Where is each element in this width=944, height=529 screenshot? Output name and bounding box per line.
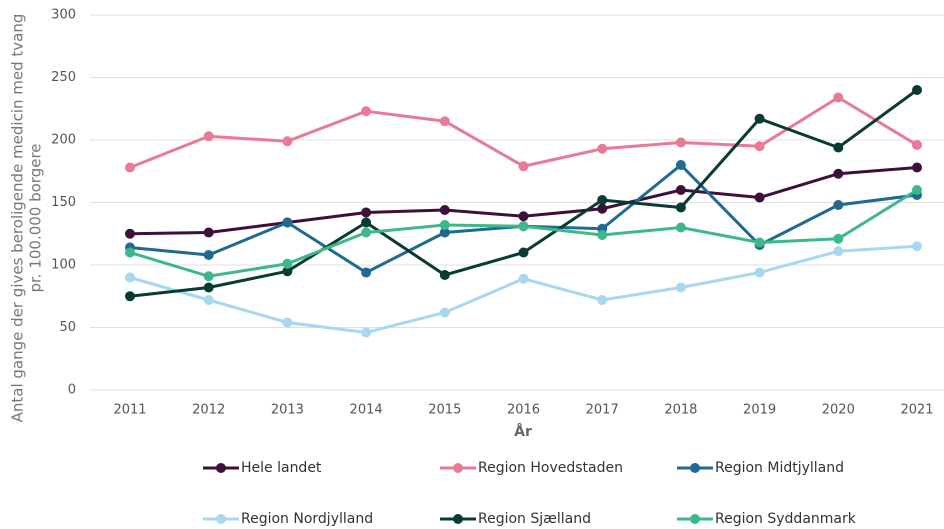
data-point (282, 258, 293, 269)
legend-label: Region Midtjylland (715, 460, 844, 476)
data-point (518, 211, 529, 222)
data-point (754, 267, 765, 278)
data-point (833, 92, 844, 103)
data-point (518, 221, 529, 232)
y-tick-label: 0 (68, 383, 76, 398)
x-tick-label: 2016 (507, 403, 540, 418)
data-point (754, 141, 765, 152)
data-point (361, 217, 372, 228)
x-tick-label: 2018 (664, 403, 697, 418)
x-tick-label: 2021 (900, 403, 933, 418)
legend-label: Region Nordjylland (241, 511, 373, 527)
data-point (361, 267, 372, 278)
y-tick-label: 300 (51, 8, 76, 23)
y-tick-label: 50 (59, 320, 76, 335)
x-tick-label: 2019 (743, 403, 776, 418)
x-tick-label: 2014 (350, 403, 383, 418)
data-point (203, 295, 214, 305)
data-point (282, 217, 293, 228)
data-point (675, 282, 686, 293)
y-tick-label: 250 (51, 70, 76, 85)
data-point (361, 207, 372, 218)
x-tick-label: 2017 (586, 403, 619, 418)
data-point (125, 291, 135, 302)
data-point (203, 227, 214, 238)
legend-marker (690, 514, 700, 524)
data-point (439, 220, 450, 230)
legend-marker (216, 463, 226, 473)
data-point (125, 272, 135, 283)
legend-label: Region Sjælland (478, 511, 591, 527)
data-point (203, 282, 214, 293)
data-point (125, 247, 135, 258)
y-axis-label: pr. 100.000 borgere (27, 143, 45, 292)
legend-marker (690, 463, 700, 473)
y-tick-label: 100 (51, 258, 76, 273)
series-line (129, 244, 918, 335)
data-point (675, 185, 686, 195)
data-point (518, 161, 529, 172)
legend-label: Region Hovedstaden (478, 460, 623, 476)
legend-marker (453, 514, 463, 524)
data-point (597, 203, 608, 214)
data-point (597, 230, 608, 240)
x-tick-label: 2012 (192, 403, 225, 418)
data-point (125, 228, 135, 239)
data-point (912, 140, 922, 150)
data-point (282, 317, 293, 328)
data-point (439, 270, 450, 280)
data-point (833, 233, 844, 244)
data-point (439, 307, 450, 318)
data-point (912, 85, 922, 95)
data-point (203, 131, 214, 142)
data-point (912, 241, 922, 252)
x-tick-label: 2011 (113, 403, 146, 418)
data-point (597, 143, 608, 154)
data-point (518, 273, 529, 284)
data-point (833, 142, 844, 153)
data-point (361, 106, 372, 117)
data-point (439, 227, 450, 238)
data-point (282, 136, 293, 147)
y-tick-label: 150 (51, 195, 76, 210)
legend-label: Region Syddanmark (715, 511, 857, 527)
data-point (833, 200, 844, 210)
legend-marker (216, 514, 226, 524)
data-point (675, 160, 686, 170)
y-axis-label: Antal gange der gives beroligende medici… (9, 14, 27, 423)
legend-marker (453, 463, 463, 473)
data-point (361, 227, 372, 238)
data-point (833, 246, 844, 257)
data-point (675, 202, 686, 213)
data-point (282, 266, 293, 277)
y-tick-label: 200 (51, 133, 76, 148)
data-point (912, 185, 922, 195)
x-axis-label: År (514, 423, 532, 440)
data-point (361, 327, 372, 338)
data-point (833, 168, 844, 179)
data-point (912, 162, 922, 173)
data-point (675, 137, 686, 148)
data-point (203, 271, 214, 282)
data-point (675, 222, 686, 233)
data-point (597, 195, 608, 205)
x-tick-label: 2020 (822, 403, 855, 418)
x-tick-label: 2015 (428, 403, 461, 418)
data-point (125, 162, 135, 173)
data-point (754, 113, 765, 124)
data-point (518, 247, 529, 258)
data-point (597, 295, 608, 305)
data-point (754, 237, 765, 248)
x-tick-label: 2013 (271, 403, 304, 418)
data-point (439, 205, 450, 215)
legend-label: Hele landet (241, 460, 322, 476)
data-point (754, 192, 765, 203)
data-point (203, 250, 214, 260)
data-point (439, 116, 450, 127)
